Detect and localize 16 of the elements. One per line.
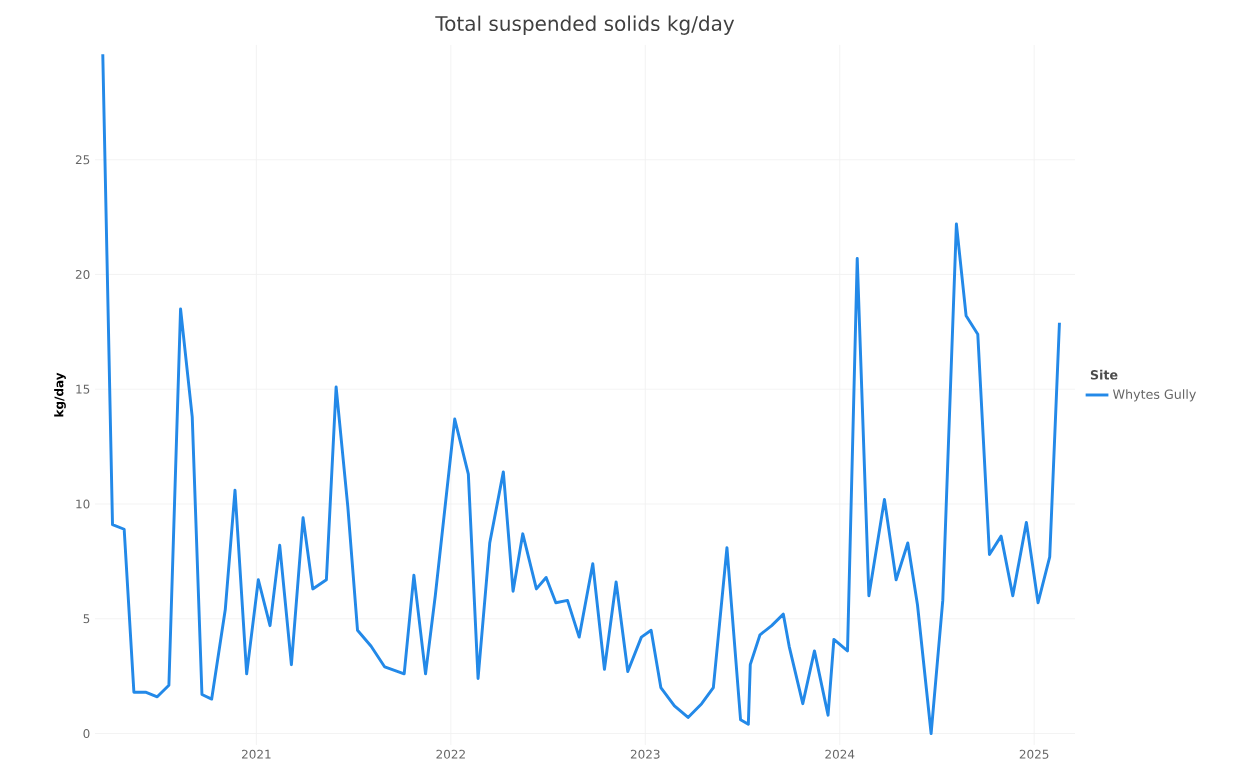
x-tick-label: 2023 bbox=[630, 749, 660, 759]
x-tick-label: 2025 bbox=[1019, 749, 1049, 759]
line-series bbox=[101, 52, 1061, 735]
x-tick-label: 2024 bbox=[825, 749, 855, 759]
y-tick-label: 5 bbox=[83, 614, 90, 624]
chart-title: Total suspended solids kg/day bbox=[435, 15, 735, 35]
legend-label: Whytes Gully bbox=[1112, 389, 1196, 402]
y-tick-label: 10 bbox=[76, 499, 90, 509]
x-tick-label: 2021 bbox=[242, 749, 271, 759]
y-axis-title: kg/day bbox=[54, 372, 66, 417]
y-tick-label: 25 bbox=[75, 155, 90, 165]
y-tick-label: 0 bbox=[83, 728, 90, 739]
y-tick-label: 15 bbox=[76, 384, 90, 394]
legend-title: Site bbox=[1090, 369, 1118, 380]
y-tick-label: 20 bbox=[75, 269, 90, 280]
x-tick-label: 2022 bbox=[436, 749, 465, 759]
